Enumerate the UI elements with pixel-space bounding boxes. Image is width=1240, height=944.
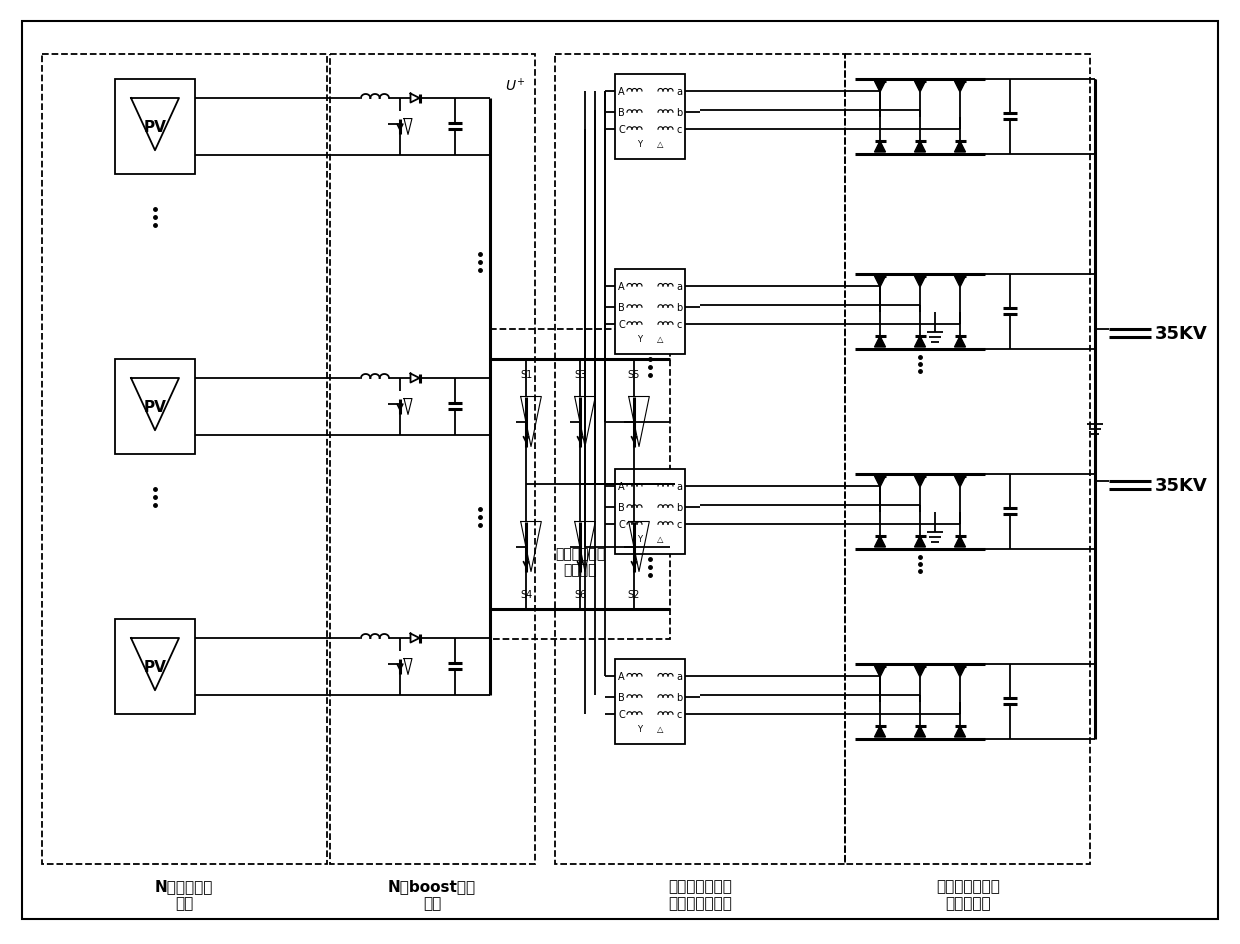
Text: S3: S3 [574,370,587,379]
Text: c: c [677,520,682,530]
Text: c: c [677,710,682,719]
Polygon shape [874,277,885,288]
Text: 35KV: 35KV [1154,477,1208,495]
Text: S6: S6 [574,589,587,599]
Bar [330,55,534,864]
Text: N路光伏发电
单元: N路光伏发电 单元 [155,878,213,910]
Bar [615,659,684,744]
Text: △: △ [657,140,663,149]
Text: c: c [677,320,682,329]
Bar [556,55,844,864]
Polygon shape [955,666,966,677]
Text: PV: PV [144,120,166,135]
Text: 模块化高频三相
升压变压器单元: 模块化高频三相 升压变压器单元 [668,878,732,910]
Text: △: △ [657,534,663,544]
Polygon shape [915,666,925,677]
Text: Y: Y [637,140,642,149]
Polygon shape [915,277,925,288]
Text: S4: S4 [520,589,532,599]
Bar [844,55,1090,864]
Text: Y: Y [637,724,642,733]
Text: C: C [618,126,625,135]
Text: c: c [677,126,682,135]
Text: A: A [618,671,625,682]
Polygon shape [874,477,885,487]
Text: △: △ [657,335,663,344]
Bar [615,270,684,355]
Text: a: a [676,671,682,682]
Polygon shape [915,536,925,548]
Bar [490,329,670,639]
Text: B: B [618,503,625,513]
Polygon shape [915,726,925,737]
Polygon shape [915,337,925,347]
Text: Y: Y [637,335,642,344]
Text: S5: S5 [627,370,640,379]
Text: N路boost变换
单元: N路boost变换 单元 [388,878,476,910]
Text: S1: S1 [520,370,532,379]
Bar [115,619,195,715]
Text: B: B [618,303,625,312]
Text: C: C [618,710,625,719]
Bar [115,360,195,454]
Bar [615,75,684,160]
Polygon shape [955,142,966,153]
Polygon shape [955,477,966,487]
Text: 模块化三相二极
管整流单元: 模块化三相二极 管整流单元 [936,878,999,910]
Text: △: △ [657,724,663,733]
Text: a: a [676,481,682,492]
Text: A: A [618,87,625,97]
Polygon shape [955,536,966,548]
Text: a: a [676,281,682,292]
Text: S2: S2 [627,589,640,599]
Bar [115,80,195,175]
Text: PV: PV [144,659,166,674]
Polygon shape [955,277,966,288]
Polygon shape [874,142,885,153]
Polygon shape [874,536,885,548]
Text: C: C [618,320,625,329]
Text: b: b [676,693,682,702]
Text: 35KV: 35KV [1154,325,1208,343]
Bar [42,55,327,864]
Text: A: A [618,481,625,492]
Polygon shape [955,337,966,347]
Polygon shape [915,142,925,153]
Polygon shape [874,337,885,347]
Text: b: b [676,503,682,513]
Text: b: b [676,109,682,118]
Polygon shape [955,726,966,737]
Polygon shape [915,82,925,93]
Polygon shape [874,82,885,93]
Bar [615,469,684,554]
Text: A: A [618,281,625,292]
Text: b: b [676,303,682,312]
Polygon shape [874,666,885,677]
Polygon shape [874,726,885,737]
Text: PV: PV [144,399,166,414]
Text: B: B [618,109,625,118]
Text: B: B [618,693,625,702]
Text: Y: Y [637,534,642,544]
Polygon shape [915,477,925,487]
Text: a: a [676,87,682,97]
Text: $U^{+}$: $U^{+}$ [505,76,525,93]
Text: C: C [618,520,625,530]
Polygon shape [955,82,966,93]
Text: 大功率三相方
波逆变器: 大功率三相方 波逆变器 [554,547,605,577]
